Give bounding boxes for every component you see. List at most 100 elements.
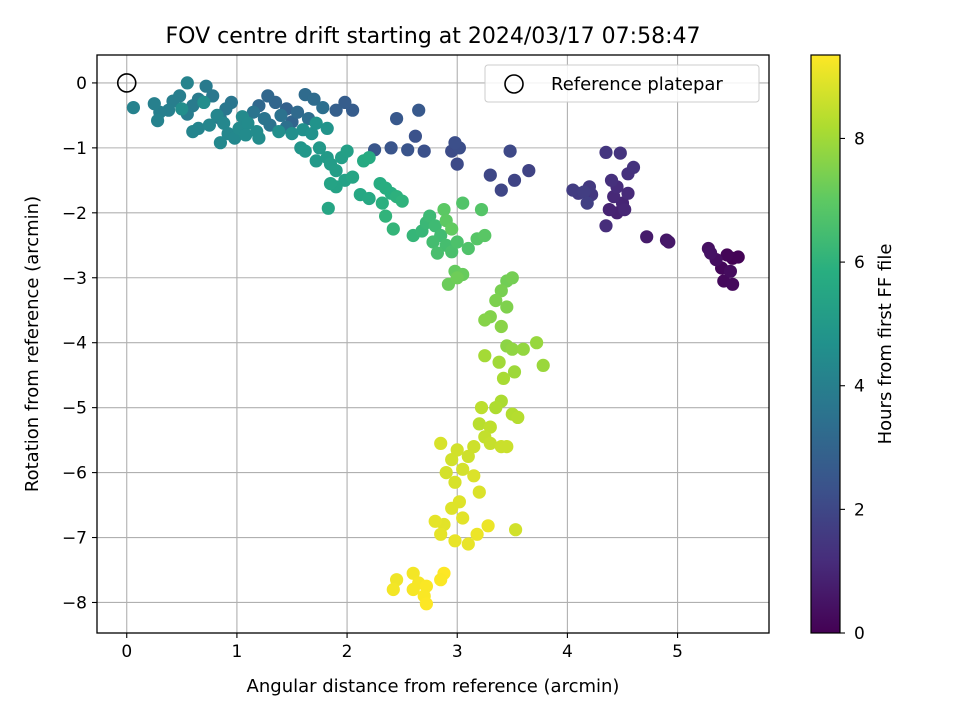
- data-point: [723, 264, 738, 278]
- data-point: [428, 514, 442, 528]
- data-point: [507, 173, 522, 187]
- data-point: [500, 300, 514, 314]
- data-point: [213, 136, 227, 150]
- data-point: [406, 566, 420, 580]
- data-point: [536, 358, 550, 372]
- data-point: [257, 112, 271, 126]
- colorbar-tick-label: 6: [854, 253, 865, 273]
- data-point: [470, 527, 484, 541]
- data-point: [618, 203, 632, 217]
- colorbar-ticks: 0 2 4 6 8: [840, 129, 865, 644]
- data-point: [445, 453, 459, 467]
- data-point: [483, 168, 497, 182]
- data-point: [274, 108, 288, 122]
- data-point: [613, 146, 627, 160]
- data-point: [472, 485, 486, 499]
- data-point: [456, 511, 470, 525]
- colorbar-gradient: [810, 54, 841, 634]
- legend-reference-marker-icon: [504, 74, 524, 94]
- data-point: [492, 355, 506, 369]
- data-point: [241, 116, 255, 130]
- colorbar-tick-label: 8: [854, 129, 865, 149]
- data-point: [530, 336, 544, 350]
- data-point: [202, 118, 216, 132]
- data-point: [478, 228, 492, 243]
- data-point: [309, 154, 323, 168]
- plot-frame: [96, 54, 770, 634]
- data-point: [261, 89, 275, 103]
- data-point: [412, 103, 426, 117]
- data-point: [461, 241, 475, 256]
- data-point: [726, 277, 740, 291]
- data-point: [450, 235, 464, 249]
- x-axis-label: Angular distance from reference (arcmin): [247, 676, 620, 697]
- data-point: [450, 157, 464, 171]
- data-point: [246, 105, 260, 119]
- data-point: [151, 114, 165, 128]
- data-point: [599, 145, 613, 159]
- data-point: [362, 191, 376, 206]
- data-point: [406, 582, 420, 597]
- data-point: [175, 102, 189, 116]
- y-tick-label: −3: [62, 269, 87, 289]
- data-point: [285, 127, 299, 141]
- data-point: [704, 246, 718, 260]
- x-tick-label: 3: [452, 642, 463, 662]
- data-point: [731, 250, 745, 264]
- data-point: [419, 597, 433, 611]
- data-point: [290, 105, 305, 119]
- y-tick-label: −1: [62, 139, 87, 159]
- data-point: [467, 469, 481, 483]
- colorbar-tick-label: 0: [854, 624, 865, 644]
- y-tick-label: −8: [62, 593, 87, 613]
- data-point: [467, 440, 481, 454]
- data-point: [580, 196, 594, 210]
- data-point: [489, 401, 503, 415]
- data-point: [180, 76, 194, 90]
- data-point: [503, 144, 517, 158]
- reference-platepar-marker: [116, 73, 137, 93]
- data-point: [626, 160, 641, 174]
- data-point: [483, 420, 497, 434]
- data-point: [197, 95, 211, 109]
- data-point: [602, 203, 616, 217]
- data-point: [323, 177, 338, 191]
- data-point: [434, 527, 448, 541]
- data-point: [456, 462, 470, 476]
- data-point: [338, 95, 352, 109]
- data-point: [599, 219, 613, 233]
- data-point: [445, 245, 459, 259]
- data-point: [478, 313, 492, 327]
- data-point: [408, 129, 422, 143]
- data-points: [126, 76, 745, 611]
- data-point: [434, 573, 448, 587]
- data-point: [316, 101, 330, 115]
- data-point: [507, 365, 522, 379]
- data-point: [566, 183, 580, 197]
- legend-box: [484, 64, 760, 103]
- data-point: [474, 203, 489, 217]
- legend: Reference platepar: [484, 64, 760, 103]
- data-point: [386, 582, 400, 597]
- data-point: [362, 151, 376, 165]
- data-point: [621, 186, 635, 200]
- data-point: [298, 144, 312, 158]
- x-tick-label: 2: [342, 642, 353, 662]
- data-point: [417, 144, 431, 158]
- data-point: [437, 203, 451, 217]
- data-point: [329, 103, 343, 117]
- data-point: [199, 79, 213, 93]
- data-point: [320, 121, 334, 135]
- data-point: [508, 523, 523, 537]
- legend-entry-label: Reference platepar: [551, 74, 723, 95]
- data-point: [505, 271, 519, 285]
- chart-title: FOV centre drift starting at 2024/03/17 …: [166, 24, 701, 49]
- data-point: [720, 248, 734, 262]
- data-point: [461, 449, 475, 463]
- colorbar-label: Hours from first FF file: [875, 244, 896, 445]
- data-point: [662, 235, 676, 249]
- data-point: [481, 519, 495, 533]
- y-tick-label: −4: [62, 334, 87, 354]
- data-point: [239, 128, 253, 142]
